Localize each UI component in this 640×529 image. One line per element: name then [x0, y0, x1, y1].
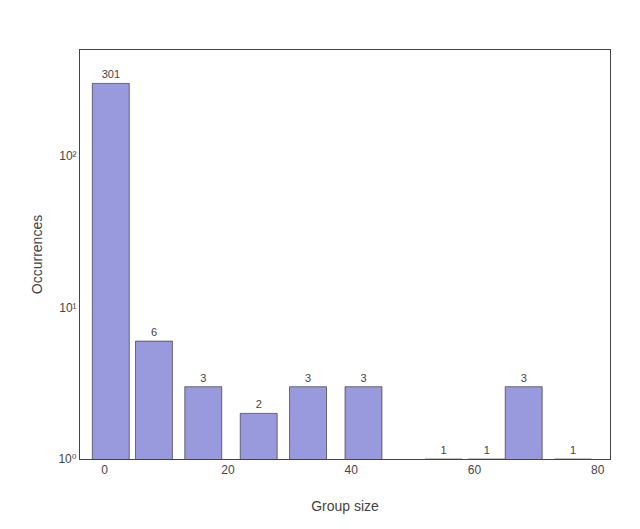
svg-text:1: 1 [484, 444, 490, 456]
svg-text:10²: 10² [59, 149, 76, 163]
svg-text:Occurrences: Occurrences [29, 215, 45, 294]
svg-text:3: 3 [360, 372, 366, 384]
svg-text:6: 6 [151, 326, 157, 338]
svg-text:60: 60 [468, 463, 482, 477]
svg-text:10⁰: 10⁰ [58, 452, 76, 466]
svg-text:40: 40 [344, 463, 358, 477]
svg-text:2: 2 [256, 398, 262, 410]
svg-text:1: 1 [570, 444, 576, 456]
svg-text:3: 3 [200, 372, 206, 384]
svg-text:3: 3 [521, 372, 527, 384]
svg-text:1: 1 [441, 444, 447, 456]
svg-text:10¹: 10¹ [59, 301, 76, 315]
svg-text:20: 20 [221, 463, 235, 477]
svg-text:301: 301 [102, 68, 120, 80]
svg-text:80: 80 [591, 463, 605, 477]
svg-text:Group size: Group size [311, 498, 379, 514]
svg-text:0: 0 [101, 463, 108, 477]
svg-text:3: 3 [305, 372, 311, 384]
